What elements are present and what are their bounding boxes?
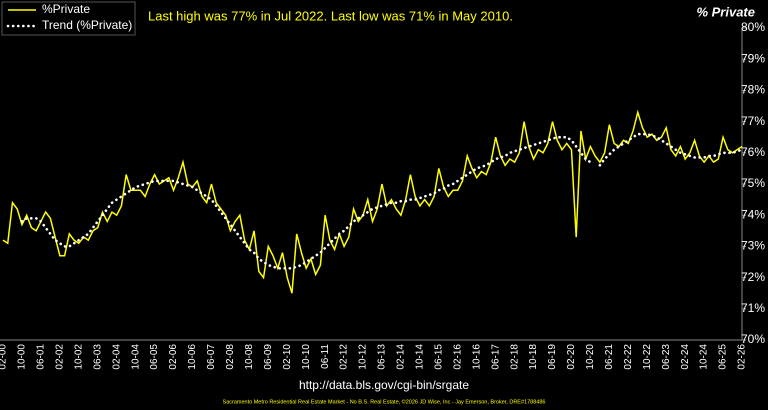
x-tick-label: 02-08 [225, 344, 236, 370]
legend-label: %Private [42, 2, 90, 16]
chart-title: % Private [696, 4, 755, 19]
x-tick-label: 10-16 [471, 344, 482, 370]
y-tick-label: 74% [741, 207, 765, 221]
y-tick-label: 76% [741, 145, 765, 159]
x-tick-label: 10-04 [130, 344, 141, 370]
x-tick-label: 02-10 [282, 344, 293, 370]
y-tick-label: 79% [741, 51, 765, 65]
x-tick-label: 10-12 [358, 344, 369, 370]
x-tick-label: 02-18 [509, 344, 520, 370]
x-tick-label: 10-08 [244, 344, 255, 370]
y-tick-label: 77% [741, 114, 765, 128]
x-tick-label: 02-04 [111, 344, 122, 370]
y-tick-label: 78% [741, 83, 765, 97]
x-tick-label: 10-00 [17, 344, 28, 370]
x-tick-label: 02-14 [396, 344, 407, 370]
x-tick-label: 10-24 [699, 344, 710, 370]
x-tick-label: 02-06 [168, 344, 179, 370]
x-tick-label: 02-02 [54, 344, 65, 370]
x-tick-label: 06-21 [604, 344, 615, 370]
x-tick-label: 02-22 [623, 344, 634, 370]
x-tick-label: 02-00 [0, 344, 9, 370]
x-tick-label: 06-19 [547, 344, 558, 370]
x-tick-label: 06-23 [661, 344, 672, 370]
y-tick-label: 73% [741, 239, 765, 253]
x-tick-label: 06-05 [149, 344, 160, 370]
y-tick-label: 71% [741, 301, 765, 315]
x-tick-label: 06-15 [433, 344, 444, 370]
x-tick-label: 06-03 [92, 344, 103, 370]
x-tick-label: 02-12 [339, 344, 350, 370]
y-tick-label: 70% [741, 332, 765, 346]
x-tick-label: 10-14 [415, 344, 426, 370]
x-tick-label: 10-22 [642, 344, 653, 370]
annotation: Last high was 77% in Jul 2022. Last low … [148, 8, 513, 23]
x-tick-label: 06-01 [36, 344, 47, 370]
x-tick-label: 10-02 [73, 344, 84, 370]
x-tick-label: 10-10 [301, 344, 312, 370]
legend-box [1, 1, 136, 36]
footer: Sacramento Metro Residential Real Estate… [223, 398, 546, 405]
series-line [20, 132, 744, 270]
x-tick-label: 02-20 [566, 344, 577, 370]
x-tick-label: 02-16 [452, 344, 463, 370]
x-tick-label: 02-24 [680, 344, 691, 370]
x-tick-label: 10-18 [528, 344, 539, 370]
y-tick-label: 75% [741, 176, 765, 190]
x-tick-label: 02-26 [737, 344, 748, 370]
legend-label: Trend (%Private) [42, 18, 132, 32]
x-tick-label: 06-25 [718, 344, 729, 370]
x-tick-label: 06-11 [320, 344, 331, 369]
x-tick-label: 06-09 [263, 344, 274, 370]
x-tick-label: 06-13 [377, 344, 388, 370]
x-tick-label: 06-07 [206, 344, 217, 370]
source: http://data.bls.gov/cgi-bin/srgate [299, 378, 469, 392]
x-tick-label: 10-06 [187, 344, 198, 370]
y-tick-label: 72% [741, 270, 765, 284]
y-tick-label: 80% [741, 20, 765, 34]
x-tick-label: 10-20 [585, 344, 596, 370]
x-tick-label: 06-17 [490, 344, 501, 370]
